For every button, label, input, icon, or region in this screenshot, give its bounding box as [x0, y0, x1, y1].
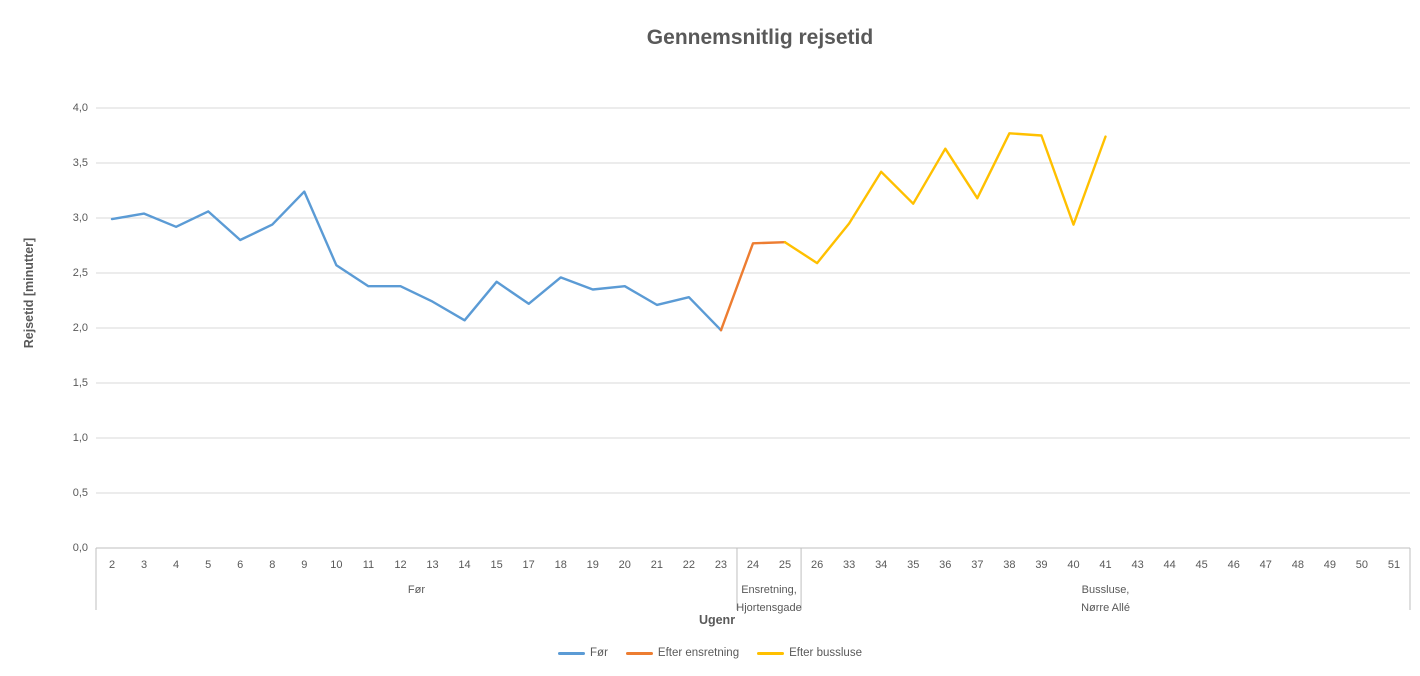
x-tick-label: 17	[522, 559, 535, 571]
x-tick-label: 25	[778, 559, 792, 571]
x-tick-label: 19	[586, 559, 599, 571]
x-tick-label: 13	[426, 559, 439, 571]
x-axis-title: Ugenr	[698, 613, 736, 627]
y-tick-label: 3,0	[72, 212, 88, 224]
x-tick-label: 22	[682, 559, 696, 571]
x-tick-label: 44	[1163, 559, 1176, 571]
x-tick-label: 18	[554, 559, 567, 571]
y-tick-label: 2,5	[72, 267, 88, 279]
group-label-line: Nørre Allé	[1081, 602, 1130, 614]
group-label: Ensretning, Hjortensgade	[736, 581, 801, 617]
series-line-før	[110, 190, 723, 332]
legend-item-efter-ensretning: Efter ensretning	[625, 647, 740, 659]
x-tick-label: 33	[843, 559, 856, 571]
group-label-line: Bussluse,	[1081, 584, 1130, 596]
x-tick-label: 34	[875, 559, 888, 571]
legend-line-swatch	[625, 651, 653, 655]
y-tick-label: 3,5	[72, 157, 88, 169]
x-tick-label: 43	[1131, 559, 1144, 571]
x-tick-label: 15	[490, 559, 503, 571]
x-tick-label: 50	[1355, 559, 1369, 571]
legend-item-efter-bussluse: Efter bussluse	[757, 647, 862, 659]
x-tick-label: 26	[810, 559, 824, 571]
y-tick-label: 1,5	[72, 377, 88, 389]
x-tick-label: 2	[108, 559, 116, 571]
x-tick-label: 14	[458, 559, 471, 571]
y-tick-label: 1,0	[72, 432, 88, 444]
group-label-line: Ensretning,	[741, 584, 797, 596]
x-tick-label: 10	[330, 559, 343, 571]
legend-label: Før	[590, 647, 608, 659]
x-tick-label: 39	[1035, 559, 1048, 571]
x-tick-label: 36	[939, 559, 952, 571]
y-tick-label: 4,0	[72, 102, 88, 114]
x-tick-label: 38	[1003, 559, 1016, 571]
x-tick-label: 4	[173, 559, 180, 571]
x-tick-label: 3	[141, 559, 148, 571]
legend-label: Efter ensretning	[657, 647, 740, 659]
group-label: Før	[408, 581, 425, 599]
x-tick-label: 12	[394, 559, 407, 571]
y-tick-label: 0,0	[72, 542, 88, 554]
x-tick-label: 9	[301, 559, 308, 571]
x-tick-label: 49	[1323, 559, 1336, 571]
group-label-line: Før	[407, 584, 426, 596]
x-tick-label: 41	[1099, 559, 1112, 571]
x-tick-label: 8	[269, 559, 276, 571]
x-tick-label: 11	[362, 559, 375, 571]
group-label-line: Hjortensgade	[736, 602, 802, 614]
x-tick-label: 37	[971, 559, 984, 571]
legend-label: Efter bussluse	[789, 647, 862, 659]
legend-line-swatch	[558, 651, 586, 655]
legend: Før Efter ensretning Efter bussluse	[0, 647, 1420, 659]
x-tick-label: 23	[714, 559, 728, 571]
legend-line-swatch	[757, 651, 785, 655]
x-tick-label: 20	[618, 559, 631, 571]
x-tick-label: 40	[1067, 559, 1080, 571]
x-tick-label: 21	[650, 559, 663, 571]
chart-title: Gennemsnitlig rejsetid	[646, 26, 874, 49]
x-tick-label: 48	[1291, 559, 1304, 571]
legend-item-før: Før	[558, 647, 608, 659]
x-tick-label: 5	[205, 559, 212, 571]
y-tick-label: 0,5	[72, 487, 88, 499]
series-line-efter-bussluse	[783, 132, 1107, 265]
x-tick-label: 47	[1259, 559, 1272, 571]
x-tick-label: 24	[746, 559, 760, 571]
x-tick-label: 35	[907, 559, 920, 571]
group-label: Bussluse, Nørre Allé	[1081, 581, 1130, 617]
x-tick-label: 6	[237, 559, 244, 571]
series-line-efter-ensretning	[719, 240, 787, 332]
y-tick-label: 2,0	[72, 322, 88, 334]
x-tick-label: 46	[1227, 559, 1240, 571]
x-tick-label: 51	[1387, 559, 1401, 571]
x-tick-label: 45	[1195, 559, 1208, 571]
